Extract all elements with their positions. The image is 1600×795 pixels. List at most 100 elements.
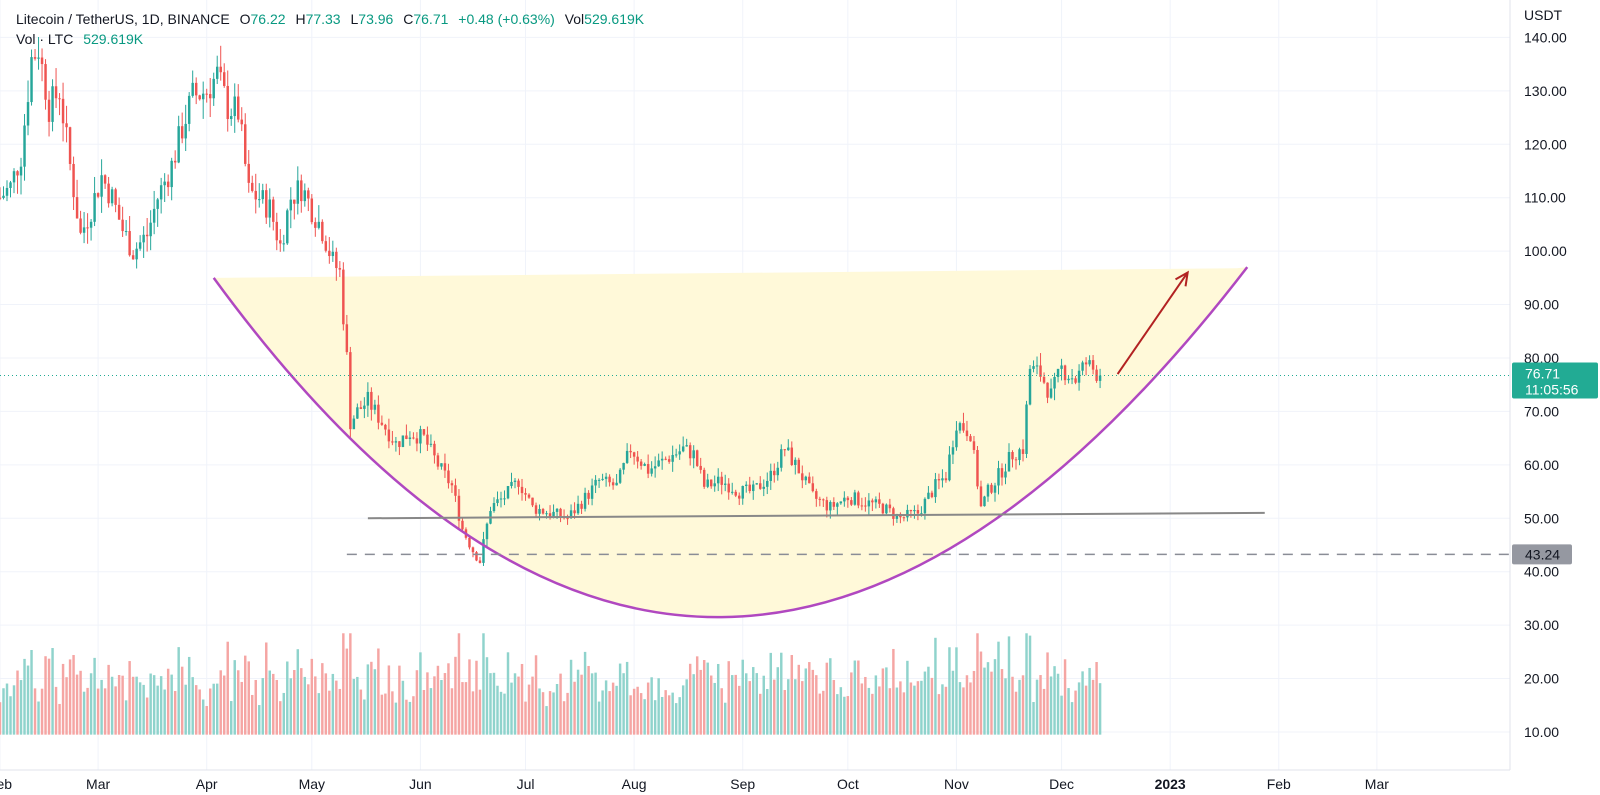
volume-bar bbox=[794, 679, 797, 735]
volume-bar bbox=[237, 670, 240, 735]
candle-body bbox=[566, 518, 569, 520]
candle-body bbox=[65, 123, 68, 128]
candle-body bbox=[513, 480, 517, 482]
candle-body bbox=[201, 93, 205, 100]
candle-body bbox=[506, 486, 510, 499]
candle-body bbox=[990, 484, 993, 493]
candle-body bbox=[1049, 388, 1053, 398]
volume-bar bbox=[251, 694, 254, 735]
candle-body bbox=[492, 503, 496, 512]
candle-body bbox=[121, 219, 124, 232]
volume-bar bbox=[986, 662, 990, 735]
volume-bar bbox=[93, 657, 96, 735]
volume-bar bbox=[89, 673, 93, 735]
candle-body bbox=[748, 484, 751, 492]
volume-bar bbox=[359, 689, 363, 735]
candle-body bbox=[801, 473, 804, 481]
candle-body bbox=[40, 57, 44, 65]
target-arrow-head bbox=[1175, 270, 1189, 287]
candle-body bbox=[89, 221, 93, 228]
candle-body bbox=[590, 485, 594, 499]
y-tick-label: 40.00 bbox=[1524, 564, 1559, 580]
volume-bar bbox=[601, 690, 604, 735]
volume-bar bbox=[597, 701, 601, 735]
change-value: +0.48 (+0.63%) bbox=[458, 11, 555, 27]
volume-bar bbox=[338, 688, 342, 735]
candle-body bbox=[1067, 378, 1070, 381]
vol-ltc-label[interactable]: Vol · LTC bbox=[16, 31, 74, 47]
volume-bar bbox=[702, 660, 706, 735]
candle-body bbox=[783, 449, 787, 451]
volume-bar bbox=[61, 663, 65, 735]
candle-body bbox=[839, 501, 843, 504]
candle-body bbox=[695, 450, 699, 466]
candle-body bbox=[237, 96, 240, 120]
candle-body bbox=[1000, 468, 1004, 478]
volume-bar bbox=[1070, 702, 1074, 735]
volume-bar bbox=[170, 674, 173, 735]
candle-body bbox=[825, 500, 829, 511]
volume-bar bbox=[580, 674, 583, 735]
candle-body bbox=[993, 485, 997, 493]
candle-body bbox=[12, 171, 16, 183]
candle-body bbox=[349, 352, 352, 430]
volume-bar bbox=[433, 676, 436, 735]
vol-ltc-value: 529.619K bbox=[83, 31, 144, 47]
volume-bar bbox=[892, 648, 895, 735]
volume-bar bbox=[447, 663, 450, 735]
high-label: H bbox=[295, 11, 306, 27]
candle-body bbox=[660, 458, 664, 461]
candle-body bbox=[244, 124, 247, 164]
volume-bar bbox=[583, 651, 587, 735]
volume-bar bbox=[492, 672, 496, 735]
candle-body bbox=[282, 243, 286, 245]
volume-bar bbox=[138, 682, 142, 735]
x-tick-label: Jul bbox=[517, 776, 535, 792]
volume-bar bbox=[843, 696, 846, 735]
candle-body bbox=[587, 492, 590, 499]
candle-body bbox=[328, 250, 331, 257]
volume-bar bbox=[590, 673, 594, 735]
volume-bar bbox=[79, 670, 82, 735]
candle-body bbox=[454, 485, 457, 496]
volume-bar bbox=[990, 671, 993, 735]
volume-bar bbox=[671, 692, 674, 735]
level-badge bbox=[1512, 544, 1572, 565]
candle-body bbox=[885, 504, 888, 514]
low-label: L bbox=[350, 11, 359, 27]
volume-bar bbox=[927, 666, 930, 735]
volume-bar bbox=[370, 661, 373, 735]
symbol-title[interactable]: Litecoin / TetherUS, 1D, BINANCE bbox=[16, 11, 230, 27]
volume-bar bbox=[54, 686, 58, 735]
volume-bar bbox=[1014, 691, 1018, 735]
volume-bar bbox=[293, 670, 296, 735]
x-tick-label: Aug bbox=[622, 776, 647, 792]
candle-body bbox=[629, 450, 632, 453]
volume-bar bbox=[874, 675, 878, 735]
volume-bar bbox=[727, 661, 730, 735]
candle-body bbox=[685, 445, 688, 447]
candle-body bbox=[468, 537, 471, 548]
candle-body bbox=[163, 181, 166, 186]
volume-bar bbox=[345, 648, 349, 735]
chart-legend: Litecoin / TetherUS, 1D, BINANCE O76.22 … bbox=[16, 9, 644, 49]
candle-body bbox=[478, 560, 482, 563]
candle-body bbox=[625, 450, 629, 463]
volume-bar bbox=[422, 690, 426, 735]
volume-bar bbox=[240, 681, 243, 735]
volume-bar bbox=[485, 657, 489, 735]
high-value: 77.33 bbox=[305, 11, 341, 27]
volume-bar bbox=[615, 685, 618, 735]
candle-body bbox=[499, 498, 503, 500]
volume-bar bbox=[555, 684, 559, 735]
x-tick-label: Nov bbox=[944, 776, 969, 792]
volume-bar bbox=[471, 691, 475, 735]
candle-body bbox=[948, 454, 951, 481]
candle-body bbox=[258, 199, 261, 201]
candle-body bbox=[0, 197, 2, 199]
volume-bar bbox=[121, 675, 124, 735]
volume-bar bbox=[394, 702, 398, 735]
candle-body bbox=[415, 438, 419, 444]
candle-body bbox=[79, 218, 82, 233]
